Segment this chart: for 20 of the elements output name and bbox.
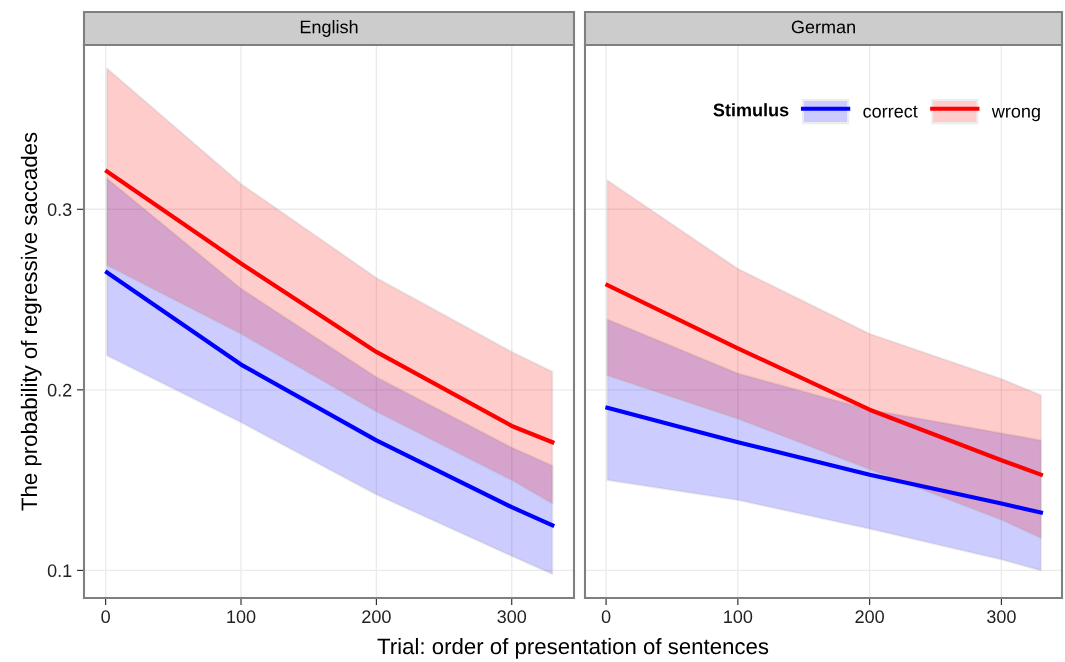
x-tick-label: 200 [855, 610, 884, 624]
legend-label: correct [863, 105, 918, 118]
x-tick-label: 0 [601, 610, 611, 624]
x-tick-label: 200 [362, 610, 391, 624]
x-tick-label: 300 [987, 610, 1016, 624]
line-series [104, 169, 555, 445]
y-axis-title: The probability of regressive saccades [20, 132, 42, 511]
x-tick-label: 300 [497, 610, 527, 624]
x-tick-label: 0 [101, 610, 110, 624]
line-series [104, 270, 555, 528]
y-tick-label: 0.2 [47, 383, 72, 397]
x-tick-label: 100 [724, 610, 753, 624]
x-axis-title: Trial: order of presentation of sentences [377, 637, 769, 659]
chart-title: English [300, 20, 358, 37]
chart-title: German [791, 20, 855, 34]
y-tick-label: 0.3 [47, 203, 72, 217]
legend-title: Stimulus [713, 103, 789, 117]
x-tick-label: 100 [227, 610, 256, 624]
y-tick-label: 0.1 [47, 564, 72, 578]
legend-label: wrong [991, 107, 1040, 122]
